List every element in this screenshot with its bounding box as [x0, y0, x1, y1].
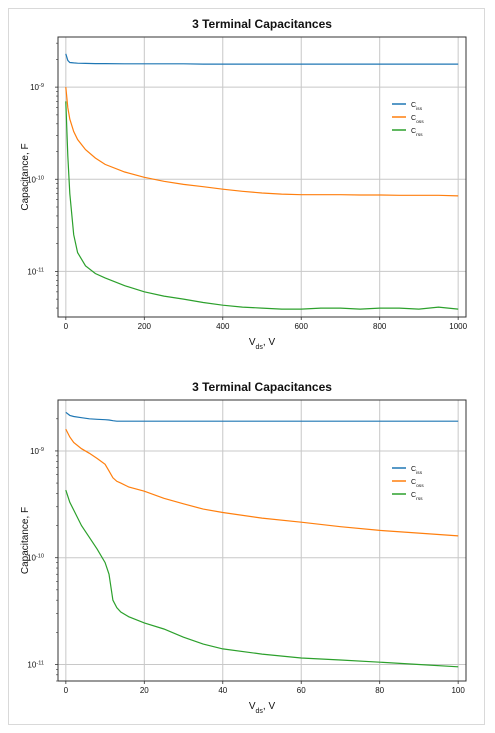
legend-label: Ciss	[411, 466, 423, 476]
x-tick-label: 800	[373, 322, 387, 331]
y-axis-label: Capacitance, F	[20, 507, 31, 574]
y-tick-label: 10-11	[27, 267, 44, 276]
series-line-Crss	[65, 489, 459, 668]
legend-label: Coss	[411, 479, 424, 489]
y-tick-label: 10-10	[27, 554, 44, 563]
x-tick-label: 80	[375, 686, 384, 695]
plot-frame	[57, 36, 467, 318]
legend-label: Coss	[411, 115, 424, 125]
x-tick-label: 0	[64, 686, 69, 695]
series-line-Coss	[65, 428, 459, 537]
y-tick-label: 10-9	[30, 447, 44, 456]
x-tick-label: 1000	[449, 322, 467, 331]
chart-title: 3 Terminal Capacitances	[192, 17, 332, 31]
series-line-Ciss	[65, 53, 459, 65]
y-tick-label: 10-11	[27, 660, 44, 669]
y-tick-label: 10-10	[27, 175, 44, 184]
plot-frame	[57, 399, 467, 682]
x-tick-label: 600	[295, 322, 309, 331]
chart-title: 3 Terminal Capacitances	[192, 380, 332, 394]
y-tick-label: 10-9	[30, 83, 44, 92]
x-tick-label: 20	[140, 686, 149, 695]
series-line-Crss	[65, 101, 459, 310]
chart-2: 3 Terminal Capacitances 0 20 40 60 80 100 10-9 1…	[20, 380, 467, 715]
x-tick-label: 200	[138, 322, 152, 331]
x-tick-label: 100	[451, 686, 465, 695]
series-line-Coss	[65, 87, 459, 197]
chart-1: 3 Terminal Capacitances 0 200 400 600 800 1000…	[20, 17, 468, 351]
x-axis-label: Vds, V	[249, 337, 276, 351]
x-tick-label: 60	[297, 686, 306, 695]
series-line-Ciss	[65, 411, 459, 422]
legend-label: Crss	[411, 492, 423, 502]
legend-label: Crss	[411, 128, 423, 138]
x-tick-label: 40	[218, 686, 227, 695]
y-axis-label: Capacitance, F	[20, 143, 31, 210]
x-tick-label: 400	[216, 322, 230, 331]
legend-label: Ciss	[411, 102, 423, 112]
x-tick-label: 0	[64, 322, 69, 331]
figure-frame	[8, 8, 485, 725]
x-axis-label: Vds, V	[249, 701, 276, 715]
